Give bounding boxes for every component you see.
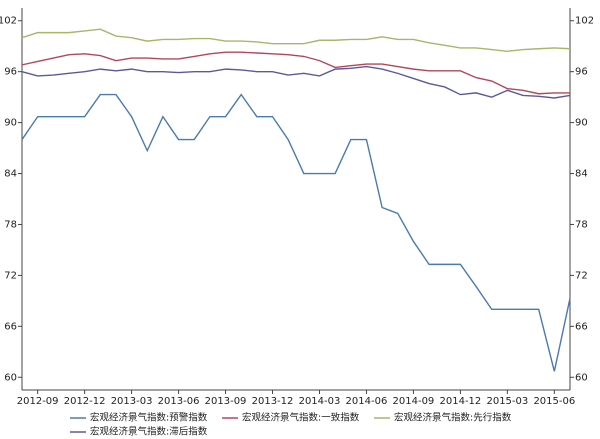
y2-tick-label: 96: [575, 67, 588, 78]
x-tick-label: 2015-06: [533, 396, 575, 407]
x-tick-label: 2013-06: [158, 396, 200, 407]
series-line: [21, 93, 571, 372]
x-tick-label: 2014-06: [346, 396, 388, 407]
x-tick-label: 2015-03: [486, 396, 528, 407]
series-line: [21, 65, 571, 99]
y-tick-label: 72: [4, 270, 17, 281]
x-tick-label: 2014-12: [440, 396, 482, 407]
y2-tick-label: 84: [575, 169, 588, 180]
y2-tick-label: 72: [575, 270, 588, 281]
x-tick-label: 2012-09: [17, 396, 59, 407]
y2-tick-label: 60: [575, 372, 588, 383]
legend-label: 宏观经济景气指数:滞后指数: [90, 426, 208, 438]
x-tick-label: 2013-03: [111, 396, 153, 407]
y-tick-label: 60: [4, 372, 17, 383]
y-tick-label: 66: [4, 321, 17, 332]
x-tick-label: 2013-09: [205, 396, 247, 407]
y2-tick-label: 78: [575, 219, 588, 230]
y-tick-label: 78: [4, 219, 17, 230]
y-tick-label: 90: [4, 118, 17, 129]
y-tick-label: 84: [4, 169, 17, 180]
legend-label: 宏观经济景气指数:先行指数: [394, 412, 512, 424]
y2-tick-label: 90: [575, 118, 588, 129]
y-tick-label: 96: [4, 67, 17, 78]
x-tick-label: 2014-09: [393, 396, 435, 407]
x-tick-label: 2013-12: [252, 396, 294, 407]
series-line: [21, 28, 571, 52]
x-tick-label: 2012-12: [64, 396, 106, 407]
y2-tick-label: 66: [575, 321, 588, 332]
series-line: [21, 51, 570, 95]
y2-tick-label: 102: [575, 16, 594, 27]
legend-label: 宏观经济景气指数:一致指数: [242, 412, 360, 424]
x-tick-label: 2014-03: [299, 396, 341, 407]
y-tick-label: 102: [0, 16, 17, 27]
legend-label: 宏观经济景气指数:预警指数: [90, 412, 208, 424]
